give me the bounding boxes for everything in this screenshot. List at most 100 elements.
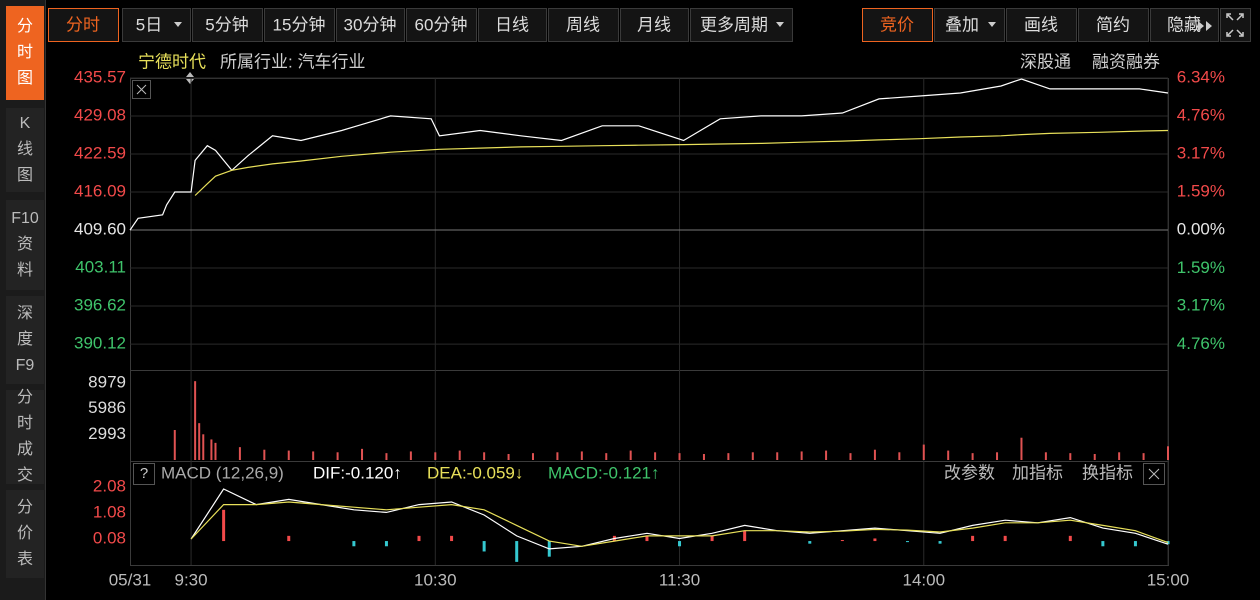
- toolbar-button[interactable]: [48, 8, 119, 42]
- dropdown-arrow: [988, 22, 996, 27]
- indicator-button[interactable]: 改参数: [944, 463, 995, 482]
- industry: 所属行业: 汽车行业: [220, 52, 365, 71]
- volume-bar: [556, 452, 559, 460]
- cursor-icon: [186, 72, 194, 84]
- stock-name[interactable]: 宁德时代: [138, 52, 206, 71]
- volume-bar: [1044, 452, 1047, 460]
- toolbar-button[interactable]: [478, 8, 547, 42]
- close-icon: [136, 84, 147, 95]
- sidebar-tab-label: 资: [17, 235, 33, 253]
- toolbar-button[interactable]: [548, 8, 619, 42]
- sidebar-tab-label: 分: [17, 388, 33, 406]
- sidebar-tab-label: 价: [17, 525, 33, 542]
- help-button[interactable]: [133, 463, 155, 485]
- indicator-button[interactable]: 加指标: [1012, 463, 1063, 482]
- volume-bar: [1020, 437, 1023, 460]
- sidebar-tab-label: 时: [17, 43, 33, 61]
- toolbar-button[interactable]: [1006, 8, 1077, 42]
- y2-tick-label: 1.59%: [1177, 181, 1225, 200]
- indicator-title: MACD (12,26,9): [161, 463, 284, 482]
- sidebar-tab-label: 交: [17, 466, 33, 484]
- sidebar-tab[interactable]: [6, 6, 44, 100]
- sidebar-tab-label: 度: [17, 330, 33, 348]
- sidebar-tab[interactable]: [6, 108, 44, 192]
- toolbar-button-label: 叠加: [945, 15, 979, 34]
- sidebar-tab-label: 时: [17, 414, 33, 432]
- sidebar-tab-label: K: [20, 115, 31, 132]
- volume-bar: [409, 451, 412, 460]
- volume-bar: [1142, 453, 1145, 460]
- volume-bar: [507, 454, 510, 460]
- sidebar-tab[interactable]: [6, 296, 44, 384]
- toolbar-button-label: 隐藏: [1167, 15, 1201, 34]
- indicator-readout: DEA:-0.059↓: [427, 463, 523, 482]
- volume-bar: [629, 450, 632, 460]
- volume-bar: [873, 449, 876, 460]
- y-tick-label: 2.08: [93, 476, 126, 495]
- toolbar-button[interactable]: [336, 8, 405, 42]
- volume-bar: [751, 452, 754, 460]
- volume-bar: [483, 452, 486, 460]
- sidebar-tab-label: F10: [11, 210, 39, 227]
- toolbar-button[interactable]: [862, 8, 933, 42]
- volume-bar: [1069, 453, 1072, 460]
- volume-bar: [434, 452, 437, 460]
- volume-bar: [1118, 452, 1121, 460]
- toolbar-button-label: 月线: [637, 15, 671, 34]
- toolbar-button[interactable]: [690, 8, 793, 42]
- toolbar-button[interactable]: [264, 8, 335, 42]
- toolbar-button-label: 竞价: [880, 15, 914, 34]
- y2-tick-label: 4.76%: [1177, 105, 1225, 124]
- sidebar-tab[interactable]: [6, 390, 44, 484]
- expand-button[interactable]: [1220, 8, 1251, 42]
- expand-icon: [1226, 13, 1244, 37]
- volume-bar: [678, 453, 681, 460]
- volume-bar: [971, 453, 974, 460]
- indicator-button[interactable]: 换指标: [1082, 463, 1133, 482]
- y-tick-label: 8979: [88, 373, 126, 392]
- sidebar-tab[interactable]: [6, 200, 44, 290]
- hide-arrows: [1198, 21, 1212, 31]
- toolbar-button-label: 分时: [66, 15, 100, 34]
- toolbar-button[interactable]: [1078, 8, 1149, 42]
- series-line: [129, 78, 1169, 231]
- toolbar-button[interactable]: [406, 8, 477, 42]
- volume-bar: [849, 453, 852, 460]
- x-tick-label: 15:00: [1147, 570, 1190, 589]
- y-tick-label: 403.11: [75, 258, 126, 277]
- toolbar-button-label: 60分钟: [415, 15, 468, 34]
- toolbar-button-label: 画线: [1024, 15, 1058, 34]
- y-tick-label: 409.60: [74, 220, 126, 239]
- y2-tick-label: 3.17%: [1177, 144, 1225, 163]
- volume-bar: [947, 450, 950, 460]
- help-icon: ?: [140, 465, 148, 482]
- y2-tick-label: 1.59%: [1177, 258, 1225, 277]
- y-tick-label: 5986: [88, 398, 126, 417]
- sidebar-tab-label: 料: [17, 261, 33, 279]
- toolbar-button[interactable]: [192, 8, 263, 42]
- y2-tick-label: 6.34%: [1177, 67, 1225, 86]
- volume-bar: [198, 423, 201, 460]
- y2-tick-label: 0.00%: [1177, 220, 1225, 239]
- close-icon: [1148, 468, 1160, 480]
- sidebar-tab-label: F9: [16, 357, 35, 374]
- y-tick-label: 0.08: [93, 528, 126, 547]
- y-tick-label: 429.08: [74, 105, 126, 124]
- sidebar-tab-label: 线: [17, 140, 33, 158]
- series-line: [194, 129, 1169, 196]
- sidebar-tab[interactable]: [6, 490, 44, 578]
- volume-bar: [210, 439, 213, 460]
- sidebar-tab-label: 图: [17, 167, 33, 184]
- sidebar-tab-label: 分: [17, 17, 33, 35]
- sidebar-tab-label: 表: [17, 550, 33, 568]
- volume-bar: [580, 451, 583, 460]
- toolbar-button[interactable]: [620, 8, 689, 42]
- dropdown-arrow: [174, 22, 182, 27]
- badge: 融资融券: [1092, 52, 1160, 71]
- indicator-readout: DIF:-0.120↑: [313, 463, 402, 482]
- badge: 深股通: [1020, 52, 1071, 71]
- y-tick-label: 2993: [88, 424, 126, 443]
- volume-bar: [654, 452, 657, 460]
- toolbar-button-label: 简约: [1096, 15, 1130, 34]
